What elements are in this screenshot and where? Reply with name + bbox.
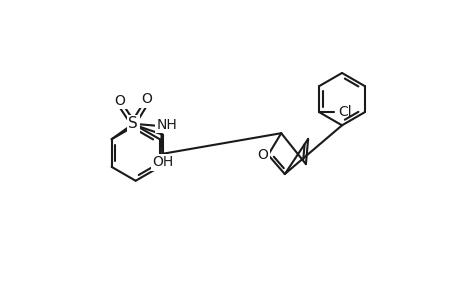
Text: NH: NH — [157, 118, 177, 131]
Text: O: O — [140, 92, 151, 106]
Text: O: O — [257, 148, 268, 162]
Text: Cl: Cl — [338, 105, 352, 119]
Text: O: O — [114, 94, 125, 108]
Text: S: S — [128, 116, 138, 131]
Text: OH: OH — [151, 155, 173, 169]
